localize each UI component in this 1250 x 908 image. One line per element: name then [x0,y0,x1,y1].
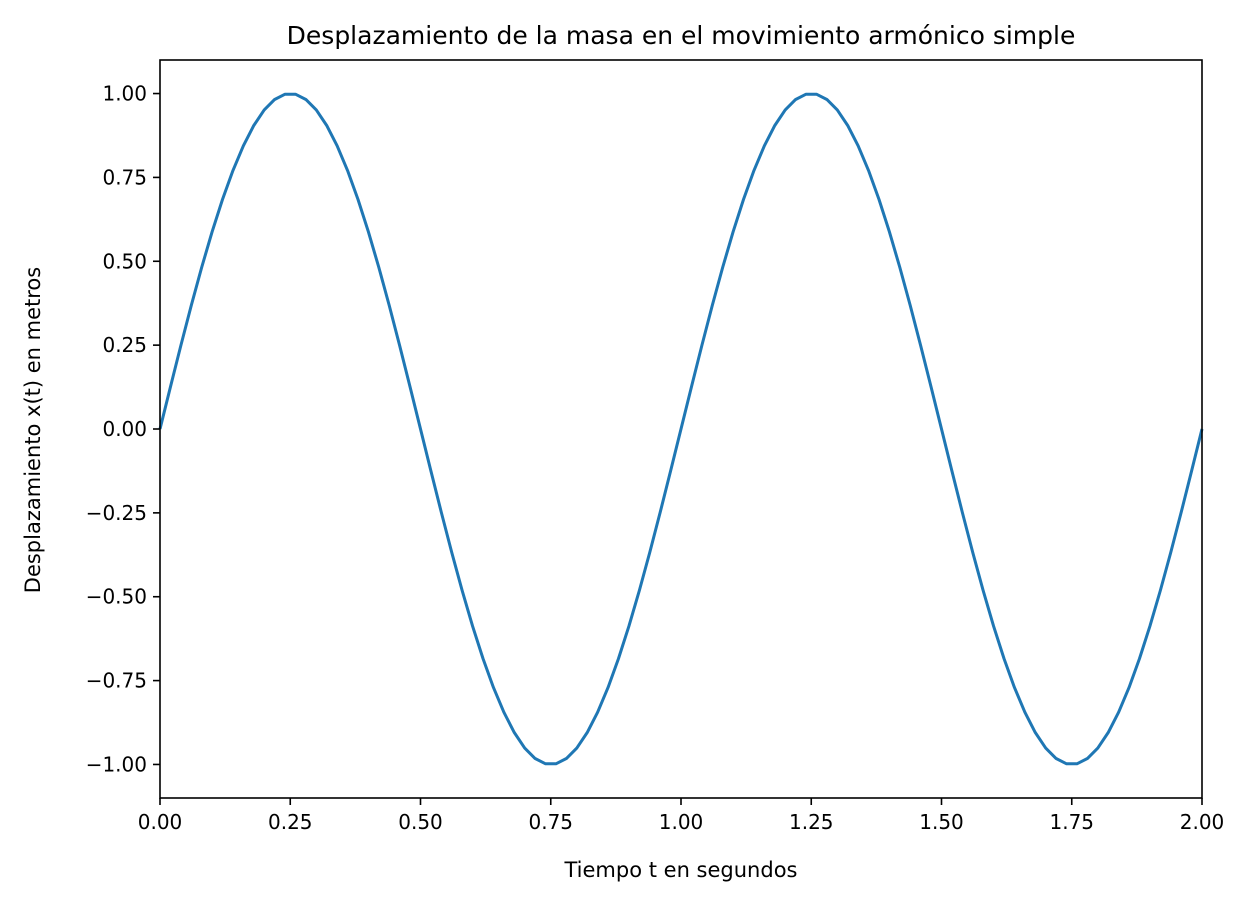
x-tick-label: 1.25 [789,810,834,834]
x-tick-label: 2.00 [1180,810,1225,834]
x-tick-label: 0.50 [398,810,443,834]
y-tick-label: 0.25 [102,333,147,357]
y-tick-label: −0.25 [86,501,147,525]
x-tick-label: 1.50 [919,810,964,834]
y-tick-label: 0.75 [102,165,147,189]
x-tick-label: 0.75 [528,810,573,834]
y-tick-label: −0.75 [86,669,147,693]
x-tick-label: 0.00 [138,810,183,834]
plot-area [158,59,1204,799]
y-tick-label: 1.00 [102,82,147,106]
chart-title: Desplazamiento de la masa en el movimien… [287,21,1076,50]
x-tick-label: 0.25 [268,810,313,834]
x-axis-label: Tiempo t en segundos [564,858,798,882]
x-tick-label: 1.00 [659,810,704,834]
x-axis: 0.00 0.25 0.50 0.75 1.00 1.25 1.50 1.75 2.00 [138,798,1225,834]
y-tick-label: −0.50 [86,585,147,609]
y-tick-label: −1.00 [86,752,147,776]
y-axis: 1.00 0.75 0.50 0.25 0.00 −0.25 −0.50 −0.75 −1.00 [86,82,160,776]
series-line [158,92,1204,766]
y-axis-label: Desplazamiento x(t) en metros [21,267,45,593]
y-tick-label: 0.50 [102,249,147,273]
x-tick-label: 1.75 [1049,810,1094,834]
y-tick-label: 0.00 [102,417,147,441]
